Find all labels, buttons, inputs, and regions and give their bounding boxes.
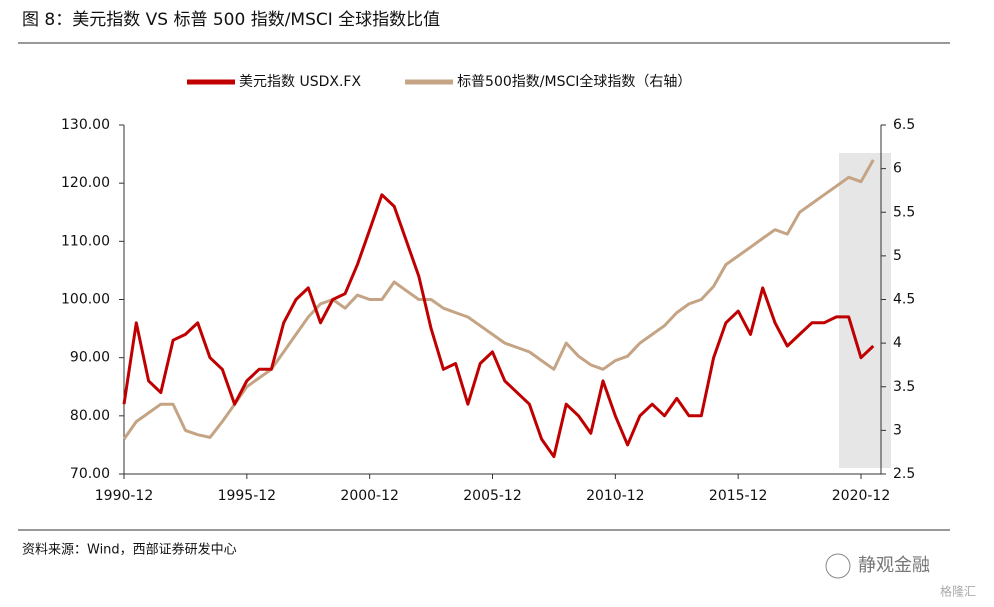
y2-tick-label: 3.5 [893, 379, 915, 395]
y-tick-label: 130.00 [61, 117, 110, 133]
y2-tick-label: 4.5 [893, 292, 915, 308]
legend-label: 美元指数 USDX.FX [239, 74, 361, 90]
x-tick-label: 2000-12 [340, 488, 399, 504]
highlight-region [839, 153, 891, 468]
chart-title: 图 8：美元指数 VS 标普 500 指数/MSCI 全球指数比值 [22, 10, 440, 30]
x-tick-label: 1990-12 [95, 488, 154, 504]
watermark: 格隆汇 [940, 584, 976, 599]
source: 资料来源：Wind，西部证券研发中心 [22, 542, 237, 558]
watermark-icon [825, 553, 851, 579]
y-tick-label: 110.00 [61, 233, 110, 249]
y2-tick-label: 6 [893, 161, 902, 177]
y-tick-label: 100.00 [61, 292, 110, 308]
watermark: 静观金融 [858, 555, 930, 576]
y-tick-label: 120.00 [61, 175, 110, 191]
y-tick-label: 90.00 [70, 350, 110, 366]
legend-label: 标普500指数/MSCI全球指数（右轴） [457, 73, 691, 90]
x-tick-label: 2010-12 [586, 488, 645, 504]
x-tick-label: 1995-12 [218, 488, 277, 504]
y2-tick-label: 2.5 [893, 466, 915, 482]
series-line [122, 193, 875, 459]
y-tick-label: 80.00 [70, 408, 110, 424]
y2-tick-label: 3 [893, 422, 902, 438]
series-line [122, 159, 875, 440]
y2-tick-label: 5.5 [893, 204, 915, 220]
y2-tick-label: 4 [893, 335, 902, 351]
y2-tick-label: 5 [893, 248, 902, 264]
y2-tick-label: 6.5 [893, 117, 915, 133]
x-tick-label: 2020-12 [832, 488, 891, 504]
y-tick-label: 70.00 [70, 466, 110, 482]
x-tick-label: 2015-12 [709, 488, 768, 504]
x-tick-label: 2005-12 [463, 488, 522, 504]
